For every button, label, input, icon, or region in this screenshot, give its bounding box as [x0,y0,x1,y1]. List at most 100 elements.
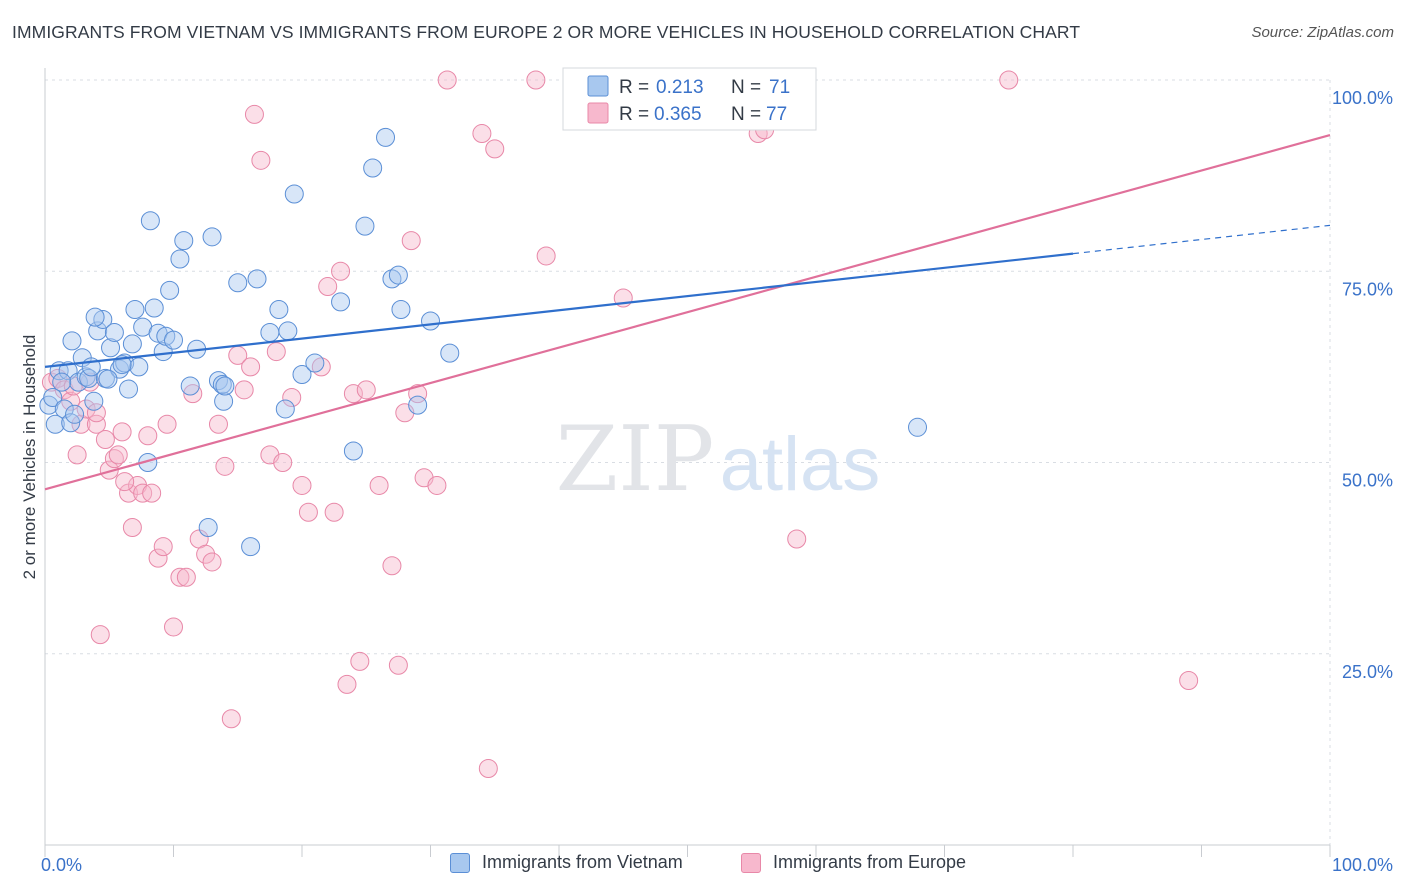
point-vietnam-55 [363,158,383,178]
point-europe-7 [76,399,96,419]
point-vietnam-65 [98,369,118,389]
legend: Immigrants from Vietnam Immigrants from … [0,852,1406,878]
point-europe-20 [138,426,158,446]
point-europe-37 [241,357,261,377]
point-europe-53 [356,380,376,400]
point-europe-54 [369,475,389,495]
watermark-atlas: atlas [720,422,881,507]
point-vietnam-64 [112,355,132,375]
point-europe-74 [86,403,106,423]
point-europe-1 [48,368,68,388]
point-vietnam-49 [284,184,304,204]
point-vietnam-36 [180,376,200,396]
point-europe-13 [104,449,124,469]
stats-legend-europe-swatch [587,102,609,124]
point-vietnam-44 [247,269,267,289]
point-vietnam-62 [440,343,460,363]
point-europe-28 [183,384,203,404]
point-europe-58 [401,231,421,251]
point-europe-76 [408,384,428,404]
stats-legend: R = 0.213 N = 71 R = 0.365 N = 77 [562,67,817,131]
point-vietnam-38 [198,518,218,538]
point-vietnam-39 [202,227,222,247]
stats-legend-europe-r-label: R = [619,104,649,125]
point-vietnam-15 [93,309,113,329]
point-vietnam-56 [376,127,396,147]
point-europe-30 [196,544,216,564]
y-tick-label-0: 25.0% [1342,662,1393,682]
legend-item-vietnam[interactable]: Immigrants from Vietnam [450,852,683,873]
point-europe-61 [437,70,457,90]
point-europe-17 [122,518,142,538]
point-vietnam-58 [388,265,408,285]
point-vietnam-28 [144,298,164,318]
point-europe-31 [202,552,222,572]
point-vietnam-1 [43,387,63,407]
point-europe-42 [273,453,293,472]
series-vietnam-points [39,127,928,557]
trendlines [44,134,1331,491]
point-europe-36 [234,380,254,400]
legend-label-europe: Immigrants from Europe [773,852,967,872]
stats-legend-vietnam-n-value: 71 [769,77,790,98]
point-vietnam-34 [170,249,190,269]
trendline-vietnam [44,252,1074,368]
grid [45,79,1331,845]
point-europe-43 [282,387,302,407]
legend-label-vietnam: Immigrants from Vietnam [482,852,683,872]
point-vietnam-46 [269,300,289,319]
legend-item-europe[interactable]: Immigrants from Europe [741,852,966,873]
point-vietnam-51 [305,353,325,373]
point-europe-34 [221,709,241,729]
point-vietnam-67 [85,307,105,327]
point-europe-47 [318,277,338,297]
point-europe-52 [350,651,370,671]
point-europe-71 [787,529,807,549]
point-vietnam-53 [343,441,363,461]
point-europe-23 [153,537,173,557]
point-vietnam-70 [908,417,928,437]
point-europe-15 [112,422,132,442]
point-europe-64 [485,139,505,159]
point-vietnam-18 [104,322,124,342]
y-tick-label-1: 50.0% [1342,471,1393,491]
point-vietnam-7 [62,331,82,351]
point-vietnam-52 [331,292,351,312]
stats-legend-vietnam-r-label: R = [619,77,649,98]
point-vietnam-45 [260,322,280,342]
point-europe-41 [266,342,286,362]
point-europe-38 [244,104,264,124]
point-europe-48 [324,502,344,522]
point-europe-39 [251,150,271,170]
point-europe-73 [1179,671,1199,691]
point-vietnam-48 [278,321,298,341]
source-label: Source: ZipAtlas.com [1251,24,1394,41]
point-vietnam-2 [45,414,65,434]
trendline-europe [44,134,1331,491]
point-vietnam-42 [228,273,248,293]
stats-legend-europe-r-value: 0.365 [654,104,702,125]
point-europe-62 [472,124,492,144]
point-vietnam-21 [119,379,139,399]
point-vietnam-61 [421,311,440,331]
point-europe-65 [526,70,546,90]
y-tick-label-2: 75.0% [1342,279,1393,299]
axes [44,68,1331,857]
point-vietnam-40 [208,371,228,391]
point-europe-6 [71,414,91,434]
point-vietnam-33 [164,330,183,350]
point-europe-10 [90,625,110,645]
point-europe-60 [427,475,447,495]
chart-title: IMMIGRANTS FROM VIETNAM VS IMMIGRANTS FR… [12,22,1081,42]
point-europe-32 [208,414,228,434]
point-europe-49 [331,261,351,281]
point-vietnam-60 [408,395,428,415]
legend-swatch-europe [741,852,761,873]
x-tick-label-0: 0.0% [41,855,82,875]
point-vietnam-50 [292,365,312,385]
point-europe-45 [298,502,318,522]
trendline-vietnam-extension [1072,224,1331,255]
point-vietnam-35 [174,231,194,251]
point-europe-9 [86,414,106,434]
